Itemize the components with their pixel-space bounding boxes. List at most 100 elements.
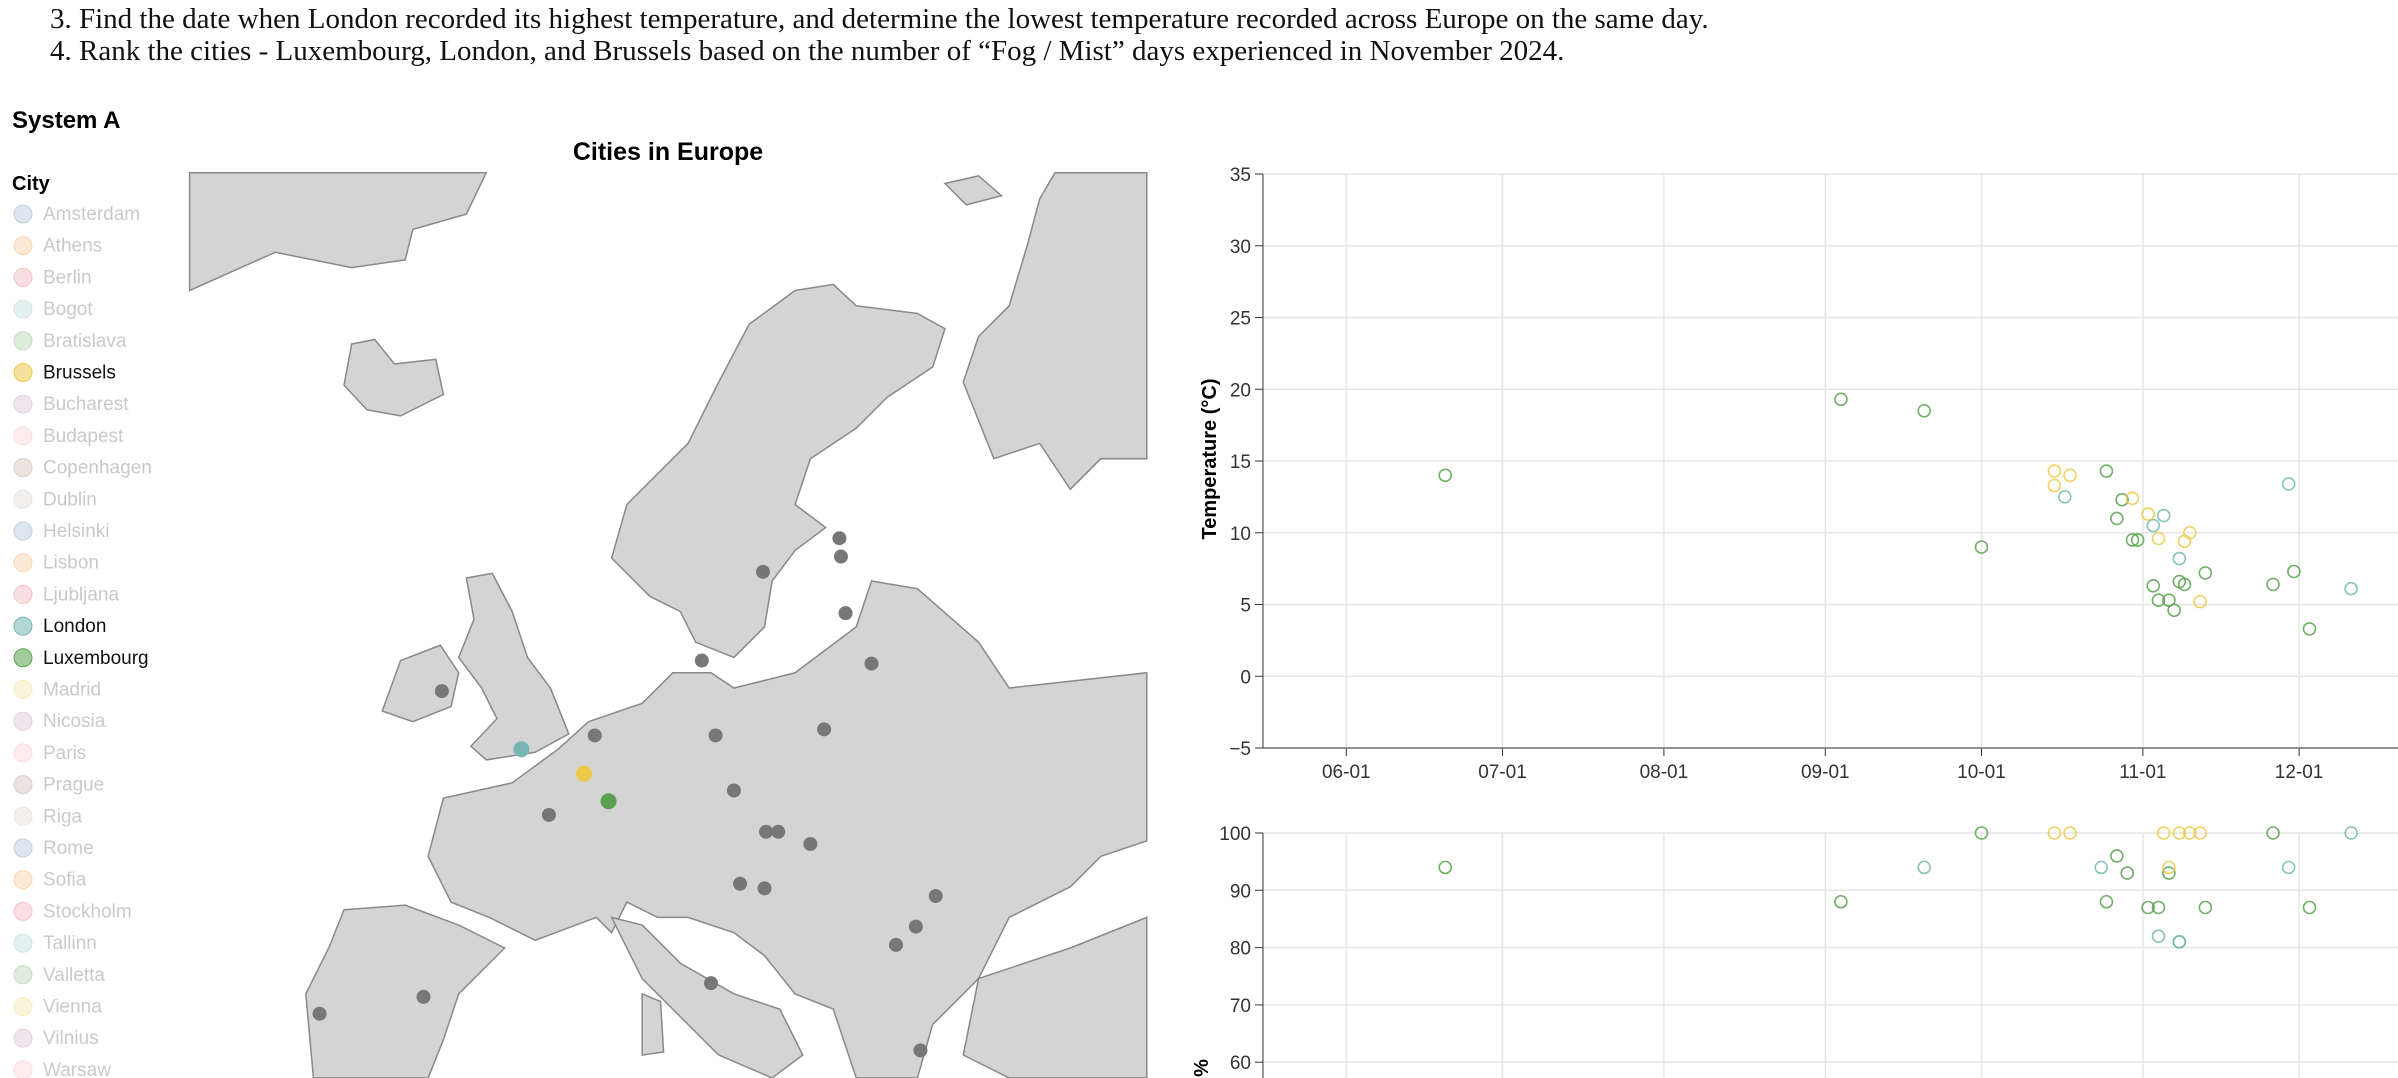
y-axis-label: % bbox=[1191, 1059, 1213, 1077]
legend-item[interactable]: Copenhagen bbox=[13, 458, 152, 479]
legend-item[interactable]: Rome bbox=[13, 838, 94, 859]
y-tick-label: 0 bbox=[1240, 667, 1251, 688]
city-marker bbox=[908, 919, 923, 934]
city-marker-selected bbox=[513, 741, 530, 758]
legend-item[interactable]: Prague bbox=[13, 775, 104, 796]
legend-swatch bbox=[13, 806, 33, 826]
legend-item[interactable]: Lisbon bbox=[13, 553, 99, 574]
legend-item[interactable]: Valletta bbox=[13, 965, 105, 986]
legend-swatch bbox=[13, 1028, 33, 1048]
y-tick-label: 15 bbox=[1230, 452, 1251, 473]
legend-swatch bbox=[13, 394, 33, 414]
legend-swatch bbox=[13, 680, 33, 699]
legend-label: Copenhagen bbox=[43, 458, 152, 479]
legend-swatch bbox=[13, 331, 33, 351]
legend-item[interactable]: Bucharest bbox=[13, 394, 129, 415]
legend-swatch bbox=[13, 236, 33, 256]
land bbox=[381, 644, 460, 723]
legend-item[interactable]: Athens bbox=[13, 236, 102, 257]
data-point bbox=[2110, 511, 2124, 526]
instruction: 4. Rank the cities - Luxembourg, London,… bbox=[50, 35, 1564, 67]
legend-swatch bbox=[13, 1060, 33, 1078]
legend-label: Sofia bbox=[43, 870, 87, 891]
legend-item[interactable]: Amsterdam bbox=[13, 204, 140, 225]
data-point bbox=[2146, 579, 2161, 593]
city-marker bbox=[803, 837, 818, 852]
legend-swatch bbox=[13, 426, 33, 446]
y-tick-label: 90 bbox=[1230, 881, 1251, 902]
land bbox=[427, 580, 1148, 1078]
legend-item[interactable]: Berlin bbox=[13, 267, 92, 288]
city-marker bbox=[726, 783, 741, 798]
legend-item[interactable]: Vilnius bbox=[13, 1028, 99, 1049]
map-land bbox=[188, 172, 1148, 1078]
data-point bbox=[2344, 826, 2358, 840]
legend-label: Riga bbox=[43, 806, 83, 827]
legend-swatch bbox=[13, 901, 33, 921]
data-point bbox=[2172, 551, 2187, 566]
legend-label: Berlin bbox=[43, 267, 92, 288]
legend-item[interactable]: Bratislava bbox=[13, 331, 127, 352]
y-tick-label: 10 bbox=[1230, 524, 1251, 545]
data-point bbox=[2063, 468, 2077, 483]
legend-item[interactable]: Nicosia bbox=[13, 711, 106, 732]
city-marker bbox=[817, 722, 832, 737]
data-point bbox=[1974, 826, 1989, 840]
data-point bbox=[2047, 826, 2062, 840]
legend-label: Ljubljana bbox=[43, 584, 119, 605]
data-point bbox=[2120, 866, 2135, 880]
city-marker bbox=[434, 684, 449, 699]
city-marker-selected bbox=[600, 793, 617, 810]
land bbox=[641, 992, 665, 1056]
legend-item[interactable]: Stockholm bbox=[13, 901, 132, 922]
legend-swatch bbox=[13, 204, 33, 224]
legend-item[interactable]: Paris bbox=[13, 743, 86, 764]
data-point bbox=[1917, 403, 1932, 418]
data-point bbox=[2281, 477, 2296, 491]
data-point bbox=[2167, 603, 2181, 618]
legend-label: Bogot bbox=[43, 299, 93, 320]
x-tick-label: 12-01 bbox=[2275, 762, 2324, 783]
legend-item[interactable]: Bogot bbox=[13, 299, 93, 320]
legend-item[interactable]: Dublin bbox=[13, 489, 97, 510]
legend-swatch bbox=[13, 838, 33, 858]
land bbox=[610, 916, 804, 1078]
data-point bbox=[2266, 577, 2280, 592]
legend-item[interactable]: Tallinn bbox=[13, 933, 97, 954]
legend-item[interactable]: Helsinki bbox=[13, 521, 110, 542]
legend-label: Madrid bbox=[43, 680, 101, 701]
x-tick-label: 06-01 bbox=[1322, 762, 1371, 783]
data-point bbox=[1834, 392, 1848, 407]
city-marker bbox=[733, 876, 748, 891]
data-point bbox=[2344, 581, 2358, 596]
legend-swatch bbox=[13, 489, 33, 509]
legend-item[interactable]: London bbox=[13, 616, 106, 637]
data-point bbox=[2172, 935, 2187, 949]
city-marker-selected bbox=[576, 765, 593, 782]
data-point bbox=[1438, 860, 1453, 875]
legend-label: Nicosia bbox=[43, 711, 106, 732]
legend-item[interactable]: Brussels bbox=[13, 363, 116, 384]
legend-item[interactable]: Warsaw bbox=[13, 1060, 111, 1078]
data-point bbox=[2156, 826, 2171, 840]
legend-item[interactable]: Ljubljana bbox=[13, 584, 119, 605]
city-marker bbox=[755, 564, 770, 579]
x-tick-label: 07-01 bbox=[1478, 762, 1527, 783]
legend-item[interactable]: Budapest bbox=[13, 426, 124, 447]
legend-item[interactable]: Sofia bbox=[13, 870, 87, 891]
legend-item[interactable]: Luxembourg bbox=[13, 648, 149, 669]
temperature-chart: 06-01 07-01 08-01 09-01 10-01 11-01 12-01 −5 0 5 1… bbox=[1229, 165, 2398, 783]
legend-item[interactable]: Madrid bbox=[13, 680, 101, 701]
land bbox=[343, 338, 445, 417]
city-marker bbox=[694, 653, 709, 668]
legend-item[interactable]: Riga bbox=[13, 806, 83, 827]
data-point bbox=[2177, 534, 2192, 549]
legend-item[interactable]: Vienna bbox=[13, 997, 102, 1018]
legend-label: London bbox=[43, 616, 106, 637]
legend-label: Bratislava bbox=[43, 331, 127, 352]
y-axis-label: Temperature (°C) bbox=[1199, 379, 1221, 540]
legend-label: Prague bbox=[43, 775, 104, 796]
y-tick-label: 100 bbox=[1219, 824, 1251, 845]
y-tick-label: 20 bbox=[1230, 380, 1251, 401]
data-point bbox=[2115, 492, 2129, 507]
